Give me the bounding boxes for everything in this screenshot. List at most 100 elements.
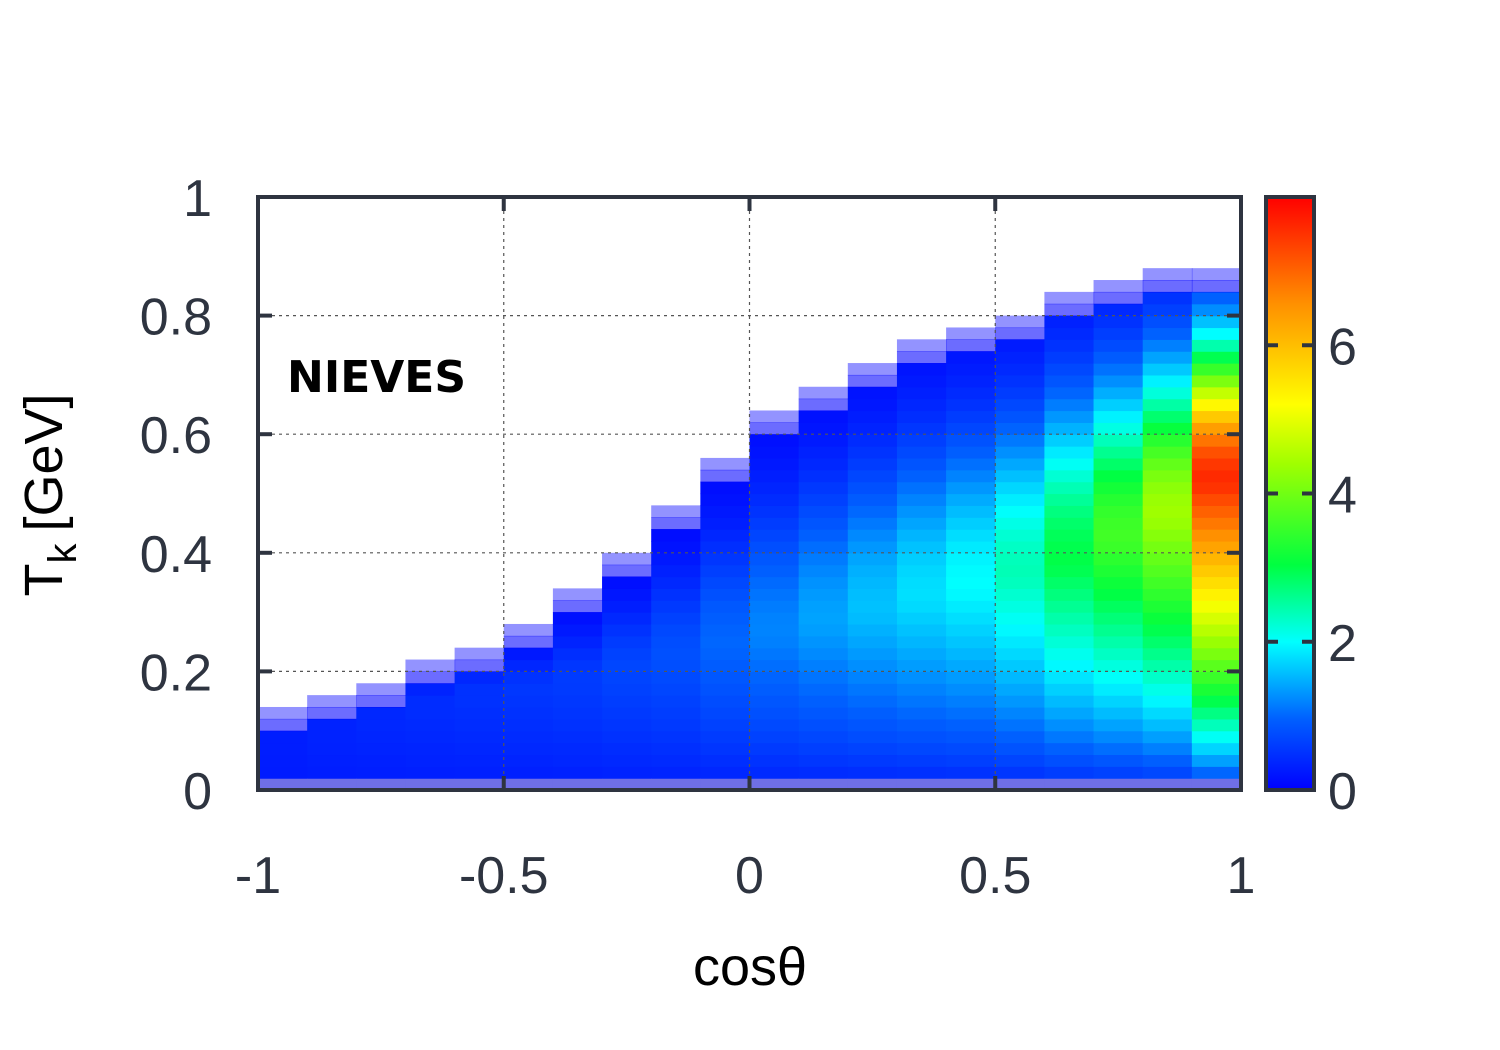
heatmap-cell: [1044, 386, 1095, 400]
heatmap-cell: [847, 540, 898, 554]
heatmap-cell: [1191, 291, 1242, 305]
heatmap-cell: [1044, 612, 1095, 625]
heatmap-cell: [896, 446, 947, 459]
heatmap-cell: [798, 718, 849, 732]
heatmap-cell: [995, 635, 1045, 649]
heatmap-cell: [503, 766, 554, 779]
heatmap-cell: [847, 647, 898, 661]
heatmap-cell: [1093, 505, 1144, 518]
heatmap-cell: [946, 327, 996, 340]
heatmap-cell: [1142, 576, 1193, 589]
heatmap-cell: [1142, 398, 1193, 412]
heatmap-cell: [1044, 695, 1095, 708]
heatmap-cell: [995, 493, 1045, 506]
heatmap-cell: [896, 612, 947, 625]
heatmap-cell: [1142, 493, 1193, 506]
heatmap-cell: [995, 398, 1045, 412]
heatmap-cell: [651, 754, 701, 767]
heatmap-cell: [749, 671, 800, 684]
heatmap-cell: [1142, 778, 1193, 791]
heatmap-cell: [602, 564, 652, 578]
heatmap-cell: [946, 612, 996, 625]
heatmap-cell: [749, 635, 800, 649]
heatmap-cell: [798, 683, 849, 696]
heatmap-cell: [552, 635, 603, 649]
heatmap-cell: [798, 730, 849, 744]
heatmap-cell: [552, 766, 603, 779]
heatmap-cell: [995, 351, 1045, 364]
heatmap-cell: [307, 778, 357, 791]
heatmap-cell: [700, 457, 751, 471]
heatmap-cell: [454, 766, 505, 779]
heatmap-cell: [503, 778, 554, 791]
heatmap-cell: [749, 588, 800, 601]
heatmap-cell: [749, 778, 800, 791]
heatmap-cell: [946, 374, 996, 388]
heatmap-cell: [503, 623, 554, 637]
heatmap-cell: [847, 742, 898, 756]
heatmap-cell: [946, 588, 996, 601]
heatmap-cell: [602, 552, 652, 566]
heatmap-cell: [651, 505, 701, 518]
y-axis-ticks: 0 0.2 0.4 0.6 0.8 1: [140, 170, 1241, 821]
heatmap-cell: [896, 576, 947, 589]
heatmap-cell: [503, 706, 554, 720]
heatmap-cell: [946, 446, 996, 459]
heatmap-cell: [896, 469, 947, 483]
heatmap-cell: [798, 481, 849, 495]
heatmap-cell: [651, 540, 701, 554]
x-tick-label: 0.5: [959, 847, 1031, 905]
heatmap-cell: [1093, 446, 1144, 459]
colorbar-tick-label: 6: [1328, 318, 1357, 376]
heatmap-cell: [847, 481, 898, 495]
heatmap-cell: [700, 778, 751, 791]
heatmap-cell: [602, 576, 652, 589]
heatmap-cell: [307, 706, 357, 720]
heatmap-cell: [552, 659, 603, 672]
heatmap-cell: [1191, 303, 1242, 317]
heatmap-cell: [896, 517, 947, 530]
heatmap-cell: [1191, 469, 1242, 483]
heatmap-cell: [798, 446, 849, 459]
heatmap-cell: [454, 706, 505, 720]
heatmap-cell: [749, 505, 800, 518]
heatmap-cell: [700, 612, 751, 625]
heatmap-cell: [1191, 754, 1242, 767]
heatmap-cell: [995, 386, 1045, 400]
heatmap-cell: [798, 540, 849, 554]
heatmap-cell: [749, 422, 800, 435]
heatmap-cell: [1142, 600, 1193, 613]
heatmap-cell: [602, 718, 652, 732]
heatmap-cell: [1044, 517, 1095, 530]
heatmap-cell: [749, 493, 800, 506]
model-annotation: NIEVES: [287, 352, 466, 403]
heatmap-cell: [946, 434, 996, 447]
heatmap-cell: [995, 766, 1045, 779]
heatmap-cell: [995, 469, 1045, 483]
heatmap-cell: [1191, 671, 1242, 684]
heatmap-cell: [454, 742, 505, 756]
heatmap-cell: [1044, 778, 1095, 791]
heatmap-cell: [1093, 303, 1144, 317]
heatmap-cell: [995, 457, 1045, 471]
heatmap-cell: [1093, 671, 1144, 684]
heatmap-cell: [946, 422, 996, 435]
heatmap-cell: [552, 778, 603, 791]
heatmap-cell: [1044, 766, 1095, 779]
heatmap-cell: [1142, 268, 1193, 281]
heatmap-cell: [946, 481, 996, 495]
heatmap-cell: [1093, 457, 1144, 471]
heatmap-cell: [651, 659, 701, 672]
heatmap-cell: [1044, 552, 1095, 566]
heatmap-cell: [1093, 600, 1144, 613]
heatmap-cell: [749, 706, 800, 720]
heatmap-cell: [700, 540, 751, 554]
heatmap-cell: [896, 552, 947, 566]
heatmap-cell: [847, 718, 898, 732]
heatmap-cell: [651, 564, 701, 578]
heatmap-cell: [602, 742, 652, 756]
heatmap-cell: [1191, 778, 1242, 791]
heatmap-cell: [847, 635, 898, 649]
heatmap-cell: [552, 683, 603, 696]
heatmap-cell: [798, 505, 849, 518]
